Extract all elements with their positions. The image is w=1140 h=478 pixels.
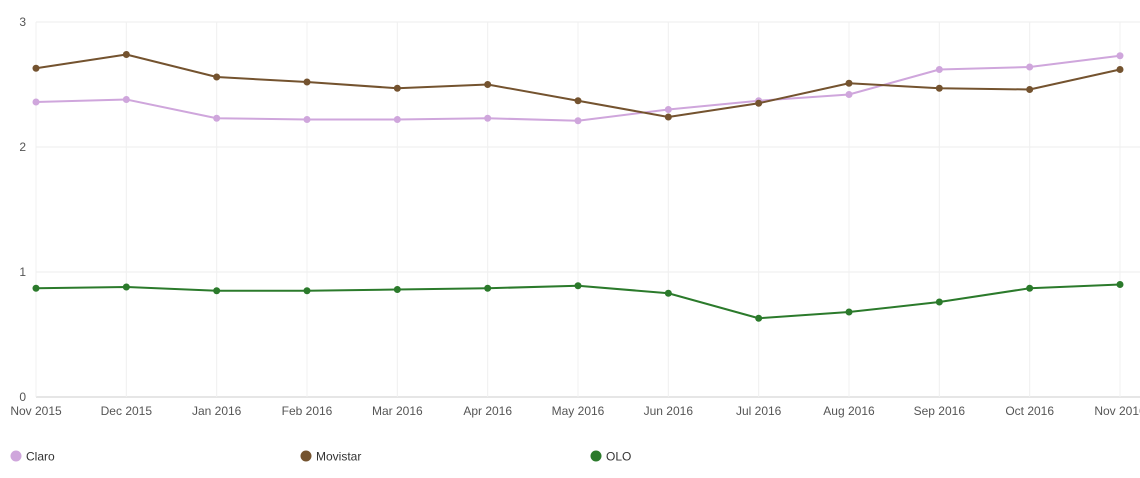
data-point[interactable] — [574, 97, 582, 105]
x-tick-label: Jul 2016 — [736, 404, 782, 418]
data-point[interactable] — [1026, 284, 1034, 292]
data-point[interactable] — [303, 287, 311, 295]
data-point[interactable] — [122, 96, 130, 103]
data-point[interactable] — [32, 98, 40, 106]
data-point[interactable] — [664, 113, 672, 121]
y-tick-label: 2 — [19, 140, 26, 154]
data-point[interactable] — [845, 308, 853, 316]
data-point[interactable] — [303, 116, 311, 123]
data-point[interactable] — [213, 114, 221, 122]
legend-marker — [590, 450, 602, 462]
series-lines — [32, 51, 1124, 322]
legend-label: Movistar — [316, 450, 361, 464]
data-point[interactable] — [122, 283, 130, 291]
x-tick-label: Mar 2016 — [372, 404, 423, 418]
series-claro — [32, 52, 1124, 125]
data-point[interactable] — [32, 64, 40, 72]
series-olo — [32, 281, 1124, 322]
data-point[interactable] — [845, 79, 853, 87]
legend-item-claro[interactable]: Claro — [10, 450, 56, 464]
data-point[interactable] — [1026, 63, 1034, 71]
legend-item-olo[interactable]: OLO — [590, 450, 632, 464]
legend-item-movistar[interactable]: Movistar — [300, 450, 362, 464]
data-point[interactable] — [935, 298, 943, 306]
data-point[interactable] — [1116, 52, 1124, 60]
data-point[interactable] — [484, 114, 492, 122]
data-point[interactable] — [755, 314, 763, 322]
legend: Claro Movistar OLO — [10, 450, 632, 464]
legend-label: OLO — [606, 450, 631, 464]
data-point[interactable] — [213, 73, 221, 81]
x-tick-label: May 2016 — [552, 404, 605, 418]
x-tick-label: Aug 2016 — [823, 404, 875, 418]
data-point[interactable] — [393, 286, 401, 293]
x-tick-label: Nov 2015 — [10, 404, 62, 418]
data-point[interactable] — [393, 84, 401, 92]
data-point[interactable] — [303, 78, 311, 86]
data-point[interactable] — [574, 117, 582, 125]
legend-label: Claro — [26, 450, 55, 464]
legend-marker — [300, 450, 312, 462]
data-point[interactable] — [664, 106, 672, 113]
y-tick-label: 1 — [19, 265, 26, 279]
data-point[interactable] — [484, 81, 492, 88]
data-point[interactable] — [213, 287, 221, 295]
data-point[interactable] — [1116, 66, 1124, 73]
grid — [35, 21, 1140, 398]
data-point[interactable] — [845, 91, 853, 98]
x-tick-label: Nov 2016 — [1094, 404, 1140, 418]
y-tick-label: 0 — [19, 390, 26, 404]
x-tick-label: Jan 2016 — [192, 404, 242, 418]
data-point[interactable] — [574, 282, 582, 290]
data-point[interactable] — [935, 66, 943, 73]
legend-marker — [10, 450, 22, 462]
y-tick-label: 3 — [19, 15, 26, 29]
series-movistar — [32, 51, 1124, 121]
data-point[interactable] — [393, 116, 401, 123]
x-tick-label: Dec 2015 — [101, 404, 153, 418]
data-point[interactable] — [664, 289, 672, 297]
data-point[interactable] — [484, 284, 492, 292]
data-point[interactable] — [122, 51, 130, 58]
data-point[interactable] — [1116, 281, 1124, 288]
x-tick-label: Jun 2016 — [644, 404, 694, 418]
data-point[interactable] — [935, 84, 943, 92]
axes: 0 1 2 3 Nov 2015 Dec 2015 Jan 2016 Feb 2016 Mar … — [10, 15, 1140, 418]
x-tick-label: Sep 2016 — [914, 404, 966, 418]
x-tick-label: Feb 2016 — [282, 404, 333, 418]
data-point[interactable] — [1026, 86, 1034, 93]
x-tick-label: Apr 2016 — [463, 404, 512, 418]
x-tick-label: Oct 2016 — [1005, 404, 1054, 418]
data-point[interactable] — [755, 99, 763, 107]
data-point[interactable] — [32, 284, 40, 292]
